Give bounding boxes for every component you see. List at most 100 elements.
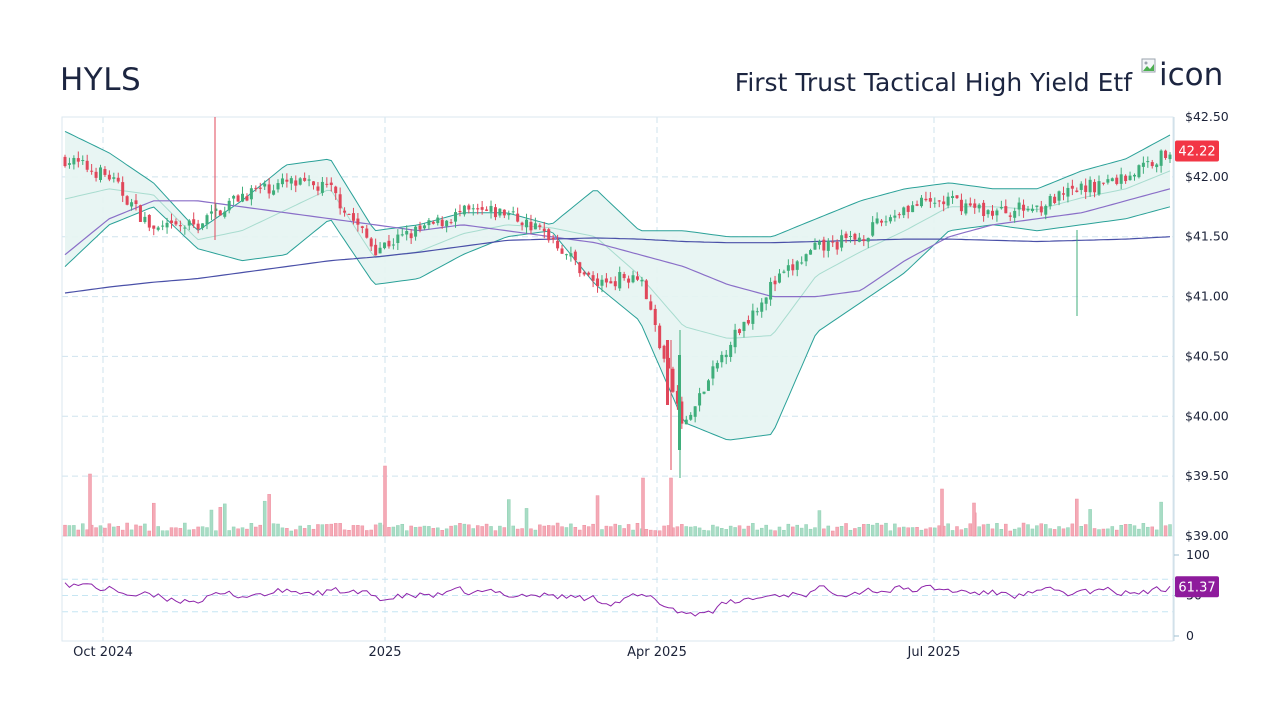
volume-bar (626, 524, 631, 537)
volume-bar (311, 528, 316, 537)
candle-body (800, 262, 804, 264)
volume-bar (968, 523, 973, 537)
volume-bar (555, 522, 560, 537)
candle-body (63, 156, 67, 167)
volume-bar (152, 502, 156, 537)
volume-bar (169, 527, 174, 537)
volume-bar (684, 526, 689, 537)
candle-body (893, 215, 897, 218)
candle-body (1137, 165, 1141, 178)
volume-bar (853, 528, 857, 537)
candle-body (942, 201, 946, 205)
volume-bar (773, 530, 777, 537)
candle-body (285, 179, 289, 182)
candle-body (254, 187, 258, 189)
volume-bar (1021, 522, 1026, 537)
candle-body (294, 180, 298, 186)
volume-bar (227, 530, 231, 537)
candle-body (502, 209, 506, 216)
volume-bar (285, 528, 289, 537)
volume-bar (591, 523, 595, 537)
volume-bar (165, 530, 169, 537)
volume-bar (609, 526, 613, 537)
volume-bar (764, 524, 768, 537)
volume-bar (449, 525, 453, 537)
volume-bar (964, 528, 968, 537)
candle-body (334, 186, 338, 194)
candle-body (134, 200, 138, 205)
volume-bar (524, 508, 529, 537)
volume-bar (520, 528, 524, 537)
volume-bar (733, 527, 737, 537)
candle-body (653, 308, 657, 325)
volume-bar (103, 527, 107, 537)
candle-body (67, 163, 71, 165)
rsi-line (64, 582, 1171, 617)
candle-body (427, 220, 431, 226)
candle-body (471, 208, 475, 210)
candle-body (227, 200, 231, 211)
candle-body (391, 244, 395, 246)
candle-body (1048, 196, 1052, 207)
candle-body (1097, 181, 1101, 195)
volume-bar (1079, 525, 1083, 537)
candle-body (192, 219, 196, 225)
candle-body (418, 225, 422, 230)
volume-bar (578, 529, 582, 537)
last-price-value: 42.22 (1178, 145, 1215, 160)
candle-body (547, 229, 551, 241)
candle-body (711, 366, 715, 379)
volume-bar (808, 528, 813, 537)
volume-bar (751, 523, 755, 537)
volume-bar (94, 527, 98, 537)
volume-bar (294, 529, 298, 537)
volume-bar (919, 529, 924, 537)
price-tick-label: $39.50 (1185, 468, 1229, 483)
volume-bar (573, 527, 578, 537)
candle-body (982, 202, 986, 217)
volume-bar (254, 526, 258, 537)
candle-body (769, 281, 773, 300)
candle-body (724, 354, 728, 358)
candle-body (440, 219, 444, 227)
candle-body (822, 239, 826, 251)
volume-bar (653, 530, 657, 537)
volume-bar (493, 530, 498, 537)
candle-body (276, 183, 280, 190)
volume-bar (728, 525, 733, 537)
candle-body (658, 325, 662, 349)
volume-bar (569, 523, 573, 537)
candle-body (751, 310, 755, 324)
volume-bar (999, 528, 1004, 537)
price-tick-label: $40.50 (1185, 348, 1229, 363)
candle-body (493, 207, 497, 218)
volume-bar (98, 525, 103, 537)
candle-body (564, 254, 568, 256)
volume-bar (688, 526, 693, 537)
candle-body (995, 210, 999, 216)
candle-body (99, 167, 103, 180)
candle-body (236, 195, 240, 202)
candle-body (289, 178, 293, 184)
candle-body (622, 274, 626, 279)
volume-spike (669, 477, 673, 537)
rsi-panel (64, 582, 1171, 617)
volume-bar (112, 526, 116, 537)
candle-body (209, 211, 213, 214)
volume-bar (258, 524, 263, 537)
candle-body (755, 311, 759, 313)
candle-body (911, 205, 915, 213)
volume-bar (107, 523, 112, 537)
volume-bar (138, 525, 143, 537)
volume-bar (631, 529, 635, 537)
candle-body (121, 182, 125, 196)
volume-bar (906, 527, 910, 537)
volume-bar (933, 527, 937, 537)
volume-bar (307, 525, 311, 537)
candle-body (702, 391, 706, 394)
price-tick-label: $42.50 (1185, 109, 1229, 124)
volume-bar (1012, 528, 1017, 537)
volume-bar (1150, 526, 1154, 537)
candle-body (414, 226, 418, 237)
